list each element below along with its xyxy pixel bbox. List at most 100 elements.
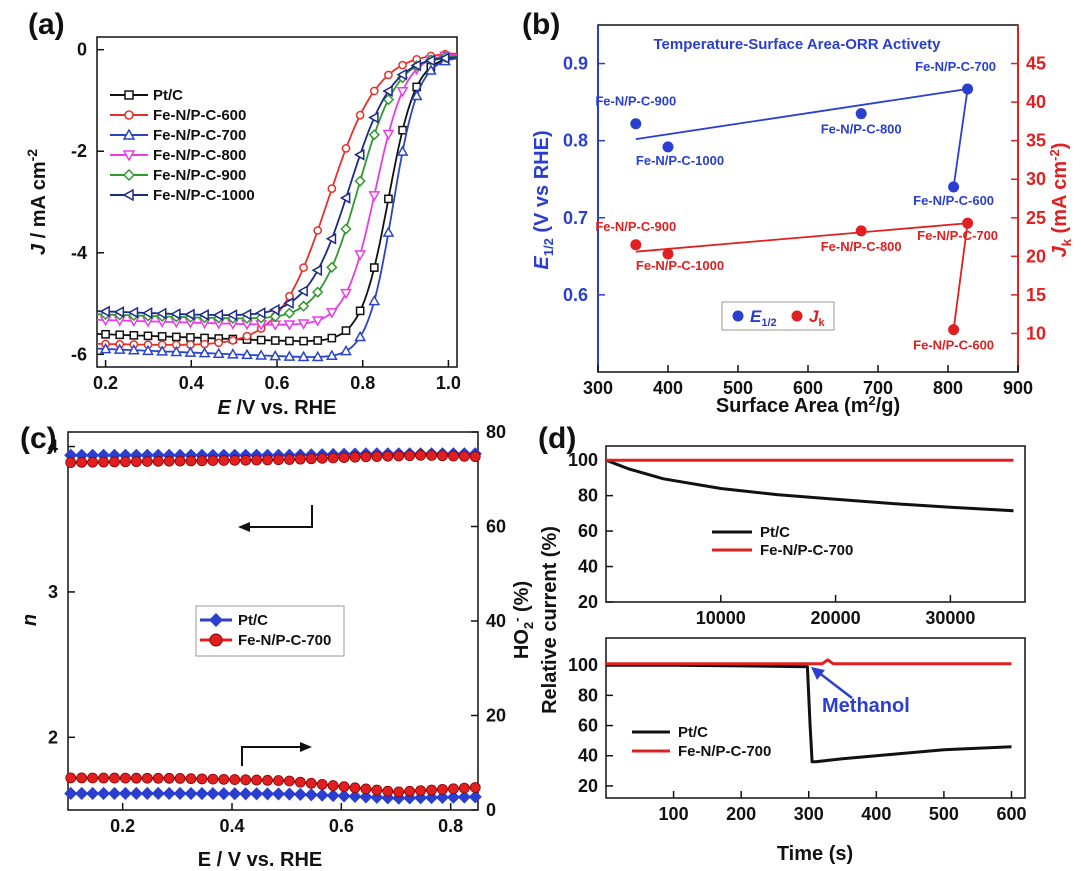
panel-a-marker bbox=[269, 349, 282, 361]
panel-c-marker bbox=[305, 777, 317, 789]
panel-a-marker bbox=[184, 308, 195, 321]
panel-a-marker bbox=[355, 110, 365, 120]
panel-a-marker bbox=[354, 330, 367, 342]
panel-c-marker bbox=[305, 453, 317, 465]
panel-c-marker bbox=[348, 789, 362, 803]
panel-b-title: Temperature-Surface Area-ORR Activety bbox=[653, 36, 941, 53]
panel-b-ytick-left-label: 0.7 bbox=[563, 208, 588, 228]
panel-c-marker bbox=[404, 450, 416, 462]
panel-c-marker bbox=[120, 456, 131, 468]
panel-d-bottom-xtick-label: 200 bbox=[726, 804, 756, 824]
panel-c-marker bbox=[151, 786, 165, 801]
panel-a-legend-label: Fe-N/P-C-600 bbox=[153, 107, 246, 124]
panel-c-marker bbox=[338, 452, 350, 463]
panel-a-marker bbox=[382, 226, 395, 237]
panel-a-legend-marker bbox=[122, 150, 136, 162]
panel-d-bottom-ytick-label: 80 bbox=[578, 685, 598, 705]
panel-d-bottom-legend-fe: Fe-N/P-C-700 bbox=[678, 743, 771, 760]
panel-b: (b) Temperature-Surface Area-ORR Activet… bbox=[522, 8, 1074, 417]
panel-c-marker bbox=[185, 455, 197, 467]
panel-b-ehalf-fit bbox=[635, 87, 969, 188]
panel-c-marker bbox=[349, 451, 361, 463]
panel-a-marker bbox=[398, 60, 407, 70]
panel-c-legend-marker-fe bbox=[209, 633, 223, 647]
panel-b-ytick-left-label: 0.9 bbox=[563, 54, 588, 74]
panel-c-marker bbox=[98, 772, 109, 784]
panel-a-marker bbox=[156, 307, 167, 320]
panel-c-marker bbox=[426, 784, 437, 796]
panel-d-top-xtick-label: 10000 bbox=[696, 608, 746, 628]
panel-a-marker bbox=[170, 345, 183, 357]
panel-c-marker bbox=[109, 772, 120, 784]
panel-a-marker bbox=[410, 59, 422, 72]
panel-a-marker bbox=[354, 148, 365, 161]
panel-c-xtick-label: 0.2 bbox=[110, 816, 135, 836]
panel-c-marker bbox=[228, 787, 242, 801]
panel-c-marker bbox=[141, 456, 153, 467]
panel-a-ytick-label: -2 bbox=[71, 141, 87, 161]
panel-b-legend-marker-ehalf bbox=[732, 310, 744, 322]
panel-a-marker bbox=[396, 68, 407, 81]
panel-c-marker bbox=[76, 772, 88, 784]
panel-b-jk-point-label: Fe-N/P-C-800 bbox=[821, 239, 902, 254]
panel-a-marker bbox=[341, 326, 351, 335]
panel-a-xtick-label: 0.4 bbox=[179, 373, 204, 393]
panel-b-xtick-label: 800 bbox=[933, 378, 963, 398]
panel-d-top-xtick-label: 20000 bbox=[811, 608, 861, 628]
panel-c-marker bbox=[250, 787, 264, 801]
panel-c-marker bbox=[162, 786, 176, 801]
panel-c-marker bbox=[130, 772, 142, 784]
panel-b-jk-point bbox=[662, 248, 674, 260]
panel-c-marker bbox=[87, 772, 98, 784]
panel-c-ytick-right-label: 0 bbox=[486, 800, 496, 820]
panel-d-bottom-xtick-label: 100 bbox=[659, 804, 689, 824]
panel-b-legend-jk: Jk bbox=[809, 307, 825, 329]
panel-c-marker bbox=[393, 786, 405, 798]
panel-c-marker bbox=[218, 773, 230, 785]
panel-b-ylabel-right: Jk (mA cm-2) bbox=[1047, 143, 1074, 258]
panel-a-marker bbox=[283, 320, 296, 331]
panel-d-bottom-frame bbox=[605, 637, 1026, 799]
panel-d-bottom-ytick-label: 100 bbox=[568, 655, 598, 675]
panel-a-marker bbox=[382, 129, 395, 141]
panel-c-marker bbox=[195, 787, 209, 801]
panel-a-marker bbox=[99, 342, 112, 354]
panel-c-marker bbox=[109, 456, 120, 468]
panel-b-label: (b) bbox=[522, 8, 560, 41]
panel-a-marker bbox=[157, 332, 167, 341]
panel-c-marker bbox=[271, 787, 286, 801]
panel-a-marker bbox=[283, 350, 296, 361]
panel-c-marker bbox=[415, 449, 427, 461]
panel-c-marker bbox=[294, 453, 306, 465]
panel-a-marker bbox=[396, 145, 409, 156]
panel-a-marker bbox=[382, 93, 395, 106]
panel-a-marker bbox=[141, 307, 153, 319]
panel-c-marker bbox=[458, 450, 470, 462]
panel-c-marker bbox=[371, 784, 383, 796]
panel-a-marker bbox=[297, 319, 310, 330]
panel-c-marker bbox=[86, 786, 100, 801]
panel-a-legend-label: Fe-N/P-C-700 bbox=[153, 127, 246, 144]
panel-c-ytick-left-label: 2 bbox=[48, 727, 58, 747]
panel-d-top-xtick-label: 30000 bbox=[925, 608, 975, 628]
panel-a-marker bbox=[326, 261, 338, 273]
panel-c-marker bbox=[152, 455, 164, 467]
panel-a-ytick-label: -4 bbox=[71, 243, 87, 263]
panel-c-marker bbox=[64, 786, 78, 801]
panel-a-legend-label: Fe-N/P-C-1000 bbox=[153, 187, 255, 204]
panel-a-marker bbox=[312, 286, 324, 298]
panel-c-marker bbox=[360, 783, 372, 795]
panel-a-legend-label: Fe-N/P-C-900 bbox=[153, 167, 246, 184]
panel-c-marker bbox=[251, 454, 263, 466]
panel-d-bottom-xtick-label: 600 bbox=[996, 804, 1026, 824]
panel-a-marker bbox=[311, 350, 324, 362]
panel-b-ytick-right-label: 25 bbox=[1026, 208, 1046, 228]
arrow-head-right bbox=[300, 742, 312, 752]
panel-b-xlabel: Surface Area (m2/g) bbox=[716, 393, 900, 417]
panel-c-ytick-right-label: 40 bbox=[486, 611, 506, 631]
panel-c-marker bbox=[316, 778, 328, 790]
panel-c-marker bbox=[262, 454, 273, 466]
panel-a-marker bbox=[382, 85, 393, 97]
panel-a-marker bbox=[340, 344, 352, 356]
panel-d-bottom-curve-1 bbox=[606, 658, 1012, 666]
